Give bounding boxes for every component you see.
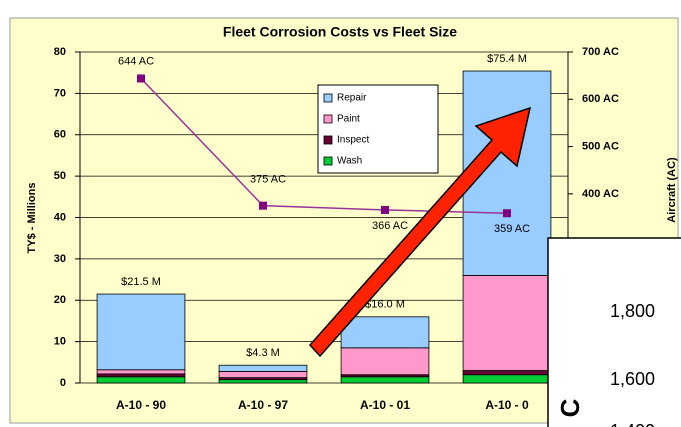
y2-tick-label: 400 AC [582, 188, 619, 200]
legend-swatch [323, 114, 333, 124]
total-label: $21.5 M [121, 276, 161, 288]
line-marker [259, 201, 267, 210]
y2-tick-label: 500 AC [582, 140, 619, 152]
x-tick-label: A-10 - 01 [360, 398, 410, 412]
legend-label: Paint [337, 114, 360, 125]
bar-segment [218, 371, 308, 379]
y-axis-label: TY$ - Millions [26, 183, 38, 254]
y2-tick-label: 600 AC [582, 93, 619, 105]
legend-label: Inspect [337, 135, 369, 146]
overlay-tick: 1,600 [610, 369, 655, 389]
legend-label: Repair [337, 93, 367, 104]
line-marker [503, 209, 511, 218]
overlay-layer: 1,800 1,600 1,400 C [308, 106, 681, 427]
y-tick-label: 50 [54, 170, 66, 182]
legend: Repair Paint Inspect Wash [317, 84, 439, 174]
y-tick-label: 70 [54, 87, 66, 99]
legend-label: Wash [337, 156, 362, 167]
overlay-box [547, 237, 681, 427]
y-tick-label: 0 [60, 377, 66, 389]
line-marker [381, 205, 389, 214]
bar-segment [96, 293, 186, 371]
bar-segment [462, 275, 552, 371]
y2-axis-label: Aircraft (AC) [666, 157, 678, 223]
bar-segment [218, 364, 308, 372]
legend-swatch [323, 135, 333, 145]
total-label: $75.4 M [487, 53, 527, 65]
line-label: 366 AC [372, 220, 408, 232]
chart-title: Fleet Corrosion Costs vs Fleet Size [223, 24, 457, 40]
bar-segment [340, 316, 430, 349]
bar-segment [96, 369, 186, 375]
legend-swatch [323, 93, 333, 103]
red-arrow [308, 106, 532, 358]
bar-segment [462, 374, 552, 384]
y-tick-label: 30 [54, 253, 66, 265]
y2-tick-label: 700 AC [582, 46, 619, 58]
plot: 0 10 20 30 40 50 60 70 80 400 AC 500 AC 600 AC 700 A… [54, 46, 619, 412]
y-tick-label: 80 [54, 46, 66, 58]
y-tick-label: 40 [54, 211, 66, 223]
y-tick-label: 10 [54, 336, 66, 348]
line-label: 644 AC [118, 55, 154, 67]
bar-segment [462, 370, 552, 376]
total-label: $4.3 M [246, 347, 280, 359]
line-marker [137, 74, 145, 83]
line-label: 359 AC [494, 223, 530, 235]
overlay-letter: C [555, 398, 585, 417]
legend-box [317, 84, 439, 174]
overlay-tick: 1,800 [610, 301, 655, 321]
x-tick-label: A-10 - 0 [485, 398, 529, 412]
bar-segment [96, 373, 186, 378]
bar-segment [340, 347, 430, 376]
x-tick-label: A-10 - 90 [116, 398, 166, 412]
bar-segment [218, 379, 308, 384]
overlay-tick: 1,400 [610, 421, 655, 427]
line-label: 375 AC [250, 174, 286, 186]
y-tick-label: 20 [54, 294, 66, 306]
bar-segment [340, 376, 430, 384]
legend-swatch [323, 156, 333, 166]
bar-segment [96, 376, 186, 384]
total-label: $16.0 M [365, 299, 405, 311]
y-tick-label: 60 [54, 129, 66, 141]
x-tick-label: A-10 - 97 [238, 398, 288, 412]
